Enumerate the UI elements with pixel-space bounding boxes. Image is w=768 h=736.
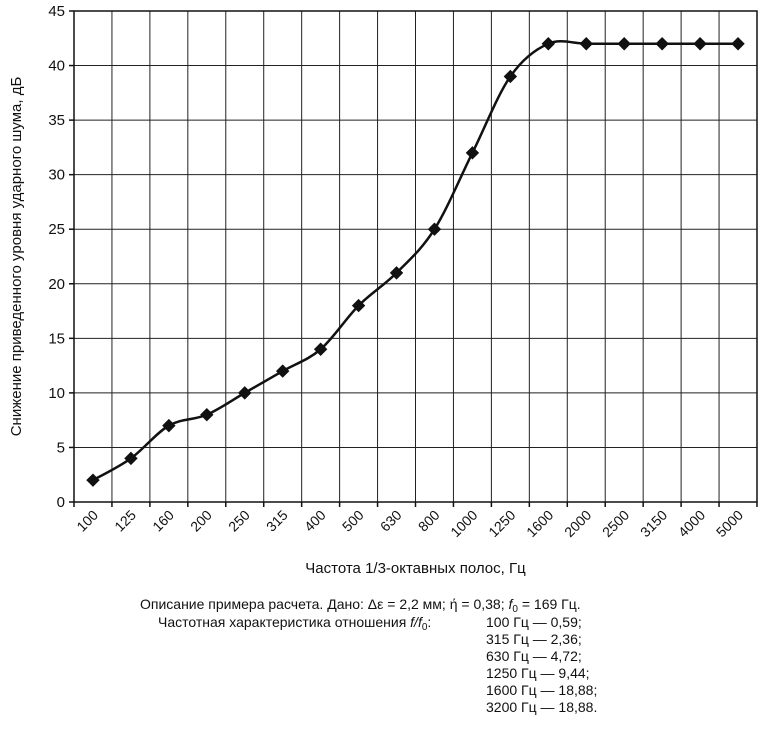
y-tick-label: 35	[48, 112, 65, 129]
data-point-marker	[86, 473, 100, 487]
data-point-marker	[124, 451, 138, 466]
data-point-marker	[465, 146, 480, 160]
y-tick-label: 25	[48, 221, 65, 238]
ratio-list-item: 630 Гц — 4,72;	[486, 648, 582, 664]
x-tick-label: 3150	[637, 507, 670, 540]
x-axis-title: Частота 1/3-октавных полос, Гц	[305, 560, 526, 577]
ratio-list-item: 1250 Гц — 9,44;	[486, 665, 590, 681]
y-tick-label: 5	[57, 439, 65, 456]
caption-ratio-text: Частотная характеристика отношения	[158, 614, 411, 630]
data-point-marker	[655, 37, 669, 51]
y-axis-title: Снижение приведенного уровня ударного шу…	[8, 77, 25, 437]
x-tick-label: 5000	[713, 507, 746, 540]
ratio-colon: :	[427, 614, 432, 630]
f0-value: = 169 Гц.	[517, 596, 581, 612]
x-tick-label: 160	[149, 507, 177, 535]
x-tick-label: 4000	[675, 507, 708, 540]
ratio-list-item: 3200 Гц — 18,88.	[486, 699, 598, 715]
x-tick-label: 125	[111, 507, 139, 535]
x-tick-label: 500	[339, 507, 367, 535]
ratio-list-item: 100 Гц — 0,59;	[486, 614, 582, 630]
data-point-marker	[579, 37, 593, 51]
x-tick-label: 2500	[599, 507, 632, 540]
calculation-caption-line-2: Частотная характеристика отношения f/f0:	[158, 614, 431, 636]
data-point-marker	[162, 418, 176, 433]
x-tick-label: 630	[377, 507, 405, 535]
data-point-marker	[693, 37, 707, 51]
y-tick-label: 15	[48, 330, 65, 347]
ratio-list: 100 Гц — 0,59; 315 Гц — 2,36; 630 Гц — 4…	[486, 614, 597, 716]
x-tick-label: 2000	[561, 507, 594, 540]
y-tick-label: 45	[48, 3, 65, 20]
data-point-marker	[313, 342, 328, 356]
x-tick-label: 400	[301, 507, 329, 535]
ratio-list-item: 1600 Гц — 18,88;	[486, 682, 598, 698]
line-chart: 0 5 10 15 20 25 30 35 40 45 100 125 160 200 250 315 400 5…	[8, 3, 758, 577]
x-tick-label: 200	[187, 507, 215, 535]
f0-subscript: 0	[512, 604, 518, 615]
ratio-subscript: 0	[421, 622, 428, 633]
x-tick-label: 1250	[485, 507, 518, 540]
x-tick-label: 800	[415, 507, 443, 535]
eta-value: = 0,38;	[457, 596, 509, 612]
ratio-list-item: 315 Гц — 2,36;	[486, 631, 582, 647]
y-tick-label: 40	[48, 58, 65, 75]
data-point-marker	[617, 37, 631, 51]
ratio-symbol: f/f	[410, 614, 422, 630]
x-tick-label: 1000	[447, 507, 480, 540]
data-point-marker	[427, 222, 442, 236]
data-point-marker	[351, 298, 366, 313]
y-tick-label: 10	[48, 385, 65, 402]
caption-given-text: Описание примера расчета. Дано: Δε = 2,2…	[140, 596, 450, 612]
eta-symbol: ή	[449, 596, 458, 612]
y-tick-label: 30	[48, 167, 65, 184]
y-tick-label: 0	[57, 494, 65, 511]
data-point-marker	[200, 408, 214, 422]
x-tick-label: 250	[225, 507, 253, 535]
data-point-marker	[275, 364, 290, 378]
x-tick-label: 1600	[523, 507, 556, 540]
data-point-marker	[389, 266, 404, 280]
data-point-marker	[541, 37, 556, 51]
f0-symbol: f	[508, 596, 513, 612]
data-point-marker	[731, 37, 745, 51]
calculation-caption-line-1: Описание примера расчета. Дано: Δε = 2,2…	[140, 596, 581, 618]
x-tick-label: 315	[263, 507, 291, 535]
y-tick-label: 20	[48, 276, 65, 293]
data-point-marker	[238, 386, 252, 400]
data-point-marker	[503, 69, 518, 84]
x-tick-label: 100	[73, 507, 101, 535]
